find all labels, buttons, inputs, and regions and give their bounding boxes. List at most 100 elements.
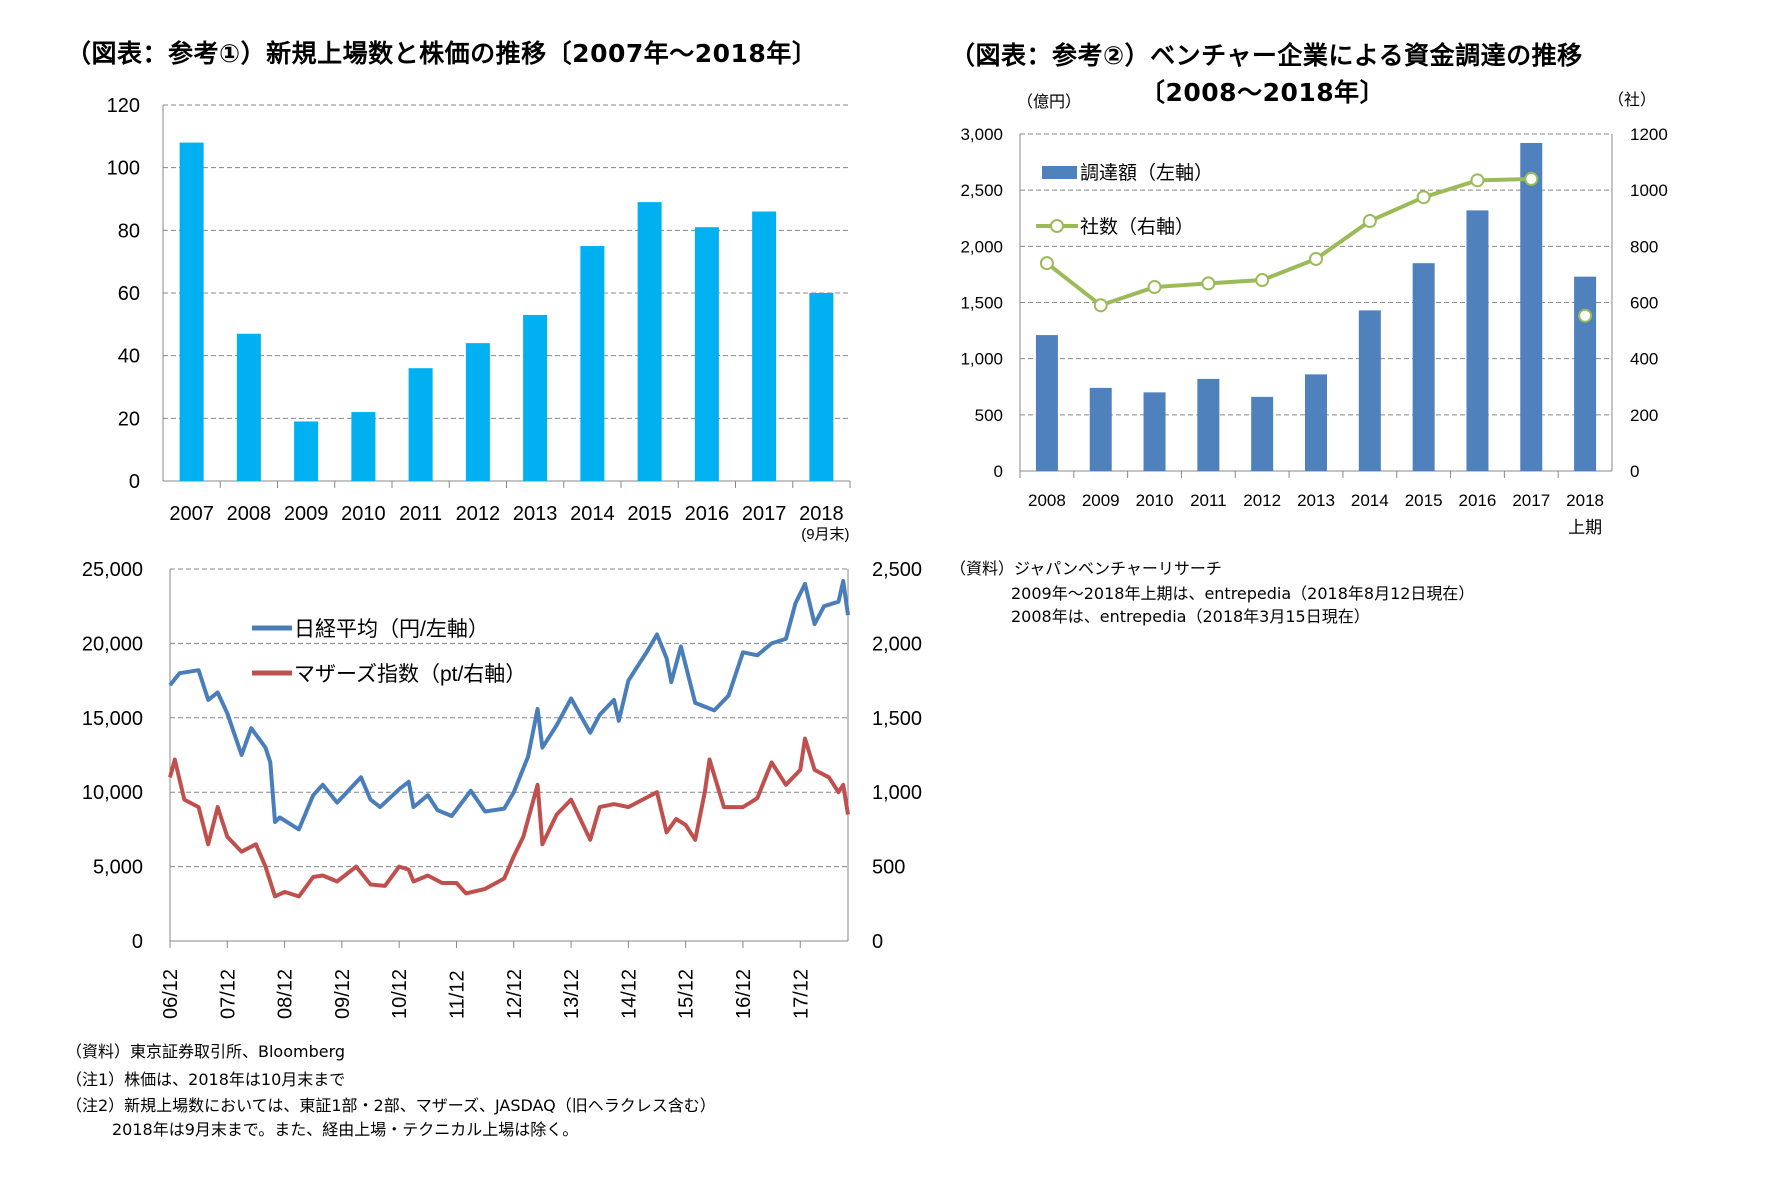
y-left-tick-label: 2,000 bbox=[960, 237, 1003, 256]
y-tick-label: 80 bbox=[118, 220, 140, 242]
bar-2009 bbox=[1089, 387, 1112, 471]
x-tick-label: 2009 bbox=[284, 503, 329, 525]
bar-2017 bbox=[752, 211, 777, 482]
x-tick-label: 2018 bbox=[799, 503, 844, 525]
right-note-1: 2009年～2018年上期は、entrepedia（2018年8月12日現在） bbox=[1011, 584, 1475, 603]
x-tick-label: 2018 bbox=[1566, 491, 1604, 510]
y-left-tick-label: 3,000 bbox=[960, 125, 1003, 144]
bar-2012 bbox=[465, 343, 490, 481]
left-note-2: （注2）新規上場数においては、東証1部・2部、マザーズ、JASDAQ（旧ヘラクレ… bbox=[66, 1096, 716, 1115]
point-companies-2009 bbox=[1093, 298, 1108, 313]
y-left-unit: （億円） bbox=[1017, 93, 1081, 111]
y-right-unit: （社） bbox=[1608, 91, 1656, 109]
y-tick-label: 60 bbox=[118, 283, 140, 305]
y-right-tick-label: 1,000 bbox=[872, 782, 922, 804]
bar-2016 bbox=[1466, 210, 1489, 472]
y-right-tick-label: 1,500 bbox=[872, 708, 922, 730]
y-tick-label: 40 bbox=[118, 346, 140, 368]
bar-2018 bbox=[1574, 276, 1597, 471]
point-companies-2008 bbox=[1039, 256, 1054, 271]
bar-2013 bbox=[523, 314, 548, 481]
x-tick-label: 11/12 bbox=[446, 970, 468, 1019]
right-panel-title-line1: （図表：参考②）ベンチャー企業による資金調達の推移 bbox=[950, 41, 1583, 70]
y-left-tick-label: 10,000 bbox=[82, 782, 143, 804]
y-tick-label: 20 bbox=[118, 408, 140, 430]
x-tick-label: 13/12 bbox=[561, 969, 583, 1019]
y-right-tick-label: 2,500 bbox=[872, 559, 922, 581]
x-tick-label: 2011 bbox=[399, 503, 442, 525]
bar-2008 bbox=[236, 333, 261, 481]
bar-2011 bbox=[1197, 378, 1220, 471]
bar-2012 bbox=[1251, 396, 1274, 471]
bar-2013 bbox=[1305, 374, 1327, 471]
y-right-tick-label: 1200 bbox=[1630, 125, 1668, 144]
x-tick-label: 2009 bbox=[1082, 491, 1120, 510]
series-line-1 bbox=[168, 736, 850, 899]
y-right-tick-label: 800 bbox=[1630, 237, 1658, 256]
x-tick-label: 07/12 bbox=[217, 969, 239, 1019]
x-tick-label: 17/12 bbox=[790, 969, 812, 1019]
legend-swatch-funding bbox=[1042, 166, 1077, 179]
x-tick-label: 10/12 bbox=[389, 969, 411, 1019]
bar-2010 bbox=[1143, 392, 1166, 471]
right-panel-title-line2: 〔2008～2018年〕 bbox=[1140, 78, 1386, 107]
right-note-source: （資料）ジャパンベンチャーリサーチ bbox=[950, 559, 1222, 578]
legend-label-0: 日経平均（円/左軸） bbox=[294, 618, 489, 641]
y-right-tick-label: 1000 bbox=[1630, 181, 1668, 200]
x-tick-label: 06/12 bbox=[160, 969, 182, 1019]
point-companies-2011 bbox=[1201, 276, 1216, 291]
left-note-source: （資料）東京証券取引所、Bloomberg bbox=[66, 1042, 346, 1061]
x-tick-label: 2016 bbox=[685, 503, 730, 525]
bar-2016 bbox=[694, 227, 719, 481]
bar-2014 bbox=[1358, 310, 1381, 471]
y-left-tick-label: 1,000 bbox=[960, 350, 1003, 369]
x-tick-sublabel: (9月末) bbox=[801, 526, 849, 543]
x-tick-label: 2013 bbox=[1297, 491, 1335, 510]
y-right-tick-label: 600 bbox=[1630, 294, 1658, 313]
x-tick-label: 2010 bbox=[341, 503, 386, 525]
x-tick-label: 09/12 bbox=[332, 969, 354, 1019]
y-tick-label: 120 bbox=[107, 95, 140, 117]
legend-label-1: マザーズ指数（pt/右軸） bbox=[294, 663, 526, 686]
x-tick-label: 2008 bbox=[1028, 491, 1066, 510]
bar-2017 bbox=[1520, 142, 1543, 471]
x-tick-sublabel: 上期 bbox=[1568, 518, 1602, 537]
y-right-tick-label: 0 bbox=[1630, 462, 1639, 481]
bar-2011 bbox=[408, 368, 433, 481]
left-note-2-cont: 2018年は9月末まで。また、経由上場・テクニカル上場は除く。 bbox=[112, 1120, 579, 1139]
y-right-tick-label: 400 bbox=[1630, 350, 1658, 369]
bar-2010 bbox=[351, 412, 376, 481]
point-companies-2012 bbox=[1255, 273, 1270, 288]
bar-2007 bbox=[179, 142, 204, 481]
x-tick-label: 2017 bbox=[1512, 491, 1550, 510]
point-companies-2015 bbox=[1416, 190, 1431, 205]
y-left-tick-label: 20,000 bbox=[82, 633, 143, 655]
point-companies-2018 bbox=[1578, 308, 1593, 323]
y-left-tick-label: 5,000 bbox=[93, 857, 143, 879]
legend-label-companies: 社数（右軸） bbox=[1080, 216, 1194, 238]
y-left-tick-label: 500 bbox=[975, 406, 1003, 425]
x-tick-label: 14/12 bbox=[618, 969, 640, 1019]
x-tick-label: 2017 bbox=[742, 503, 787, 525]
bar-2008 bbox=[1035, 335, 1058, 471]
y-left-tick-label: 1,500 bbox=[960, 294, 1003, 313]
left-note-1: （注1）株価は、2018年は10月末まで bbox=[66, 1070, 346, 1089]
point-companies-2017 bbox=[1524, 171, 1539, 186]
legend-marker-companies bbox=[1050, 219, 1064, 233]
legend-label-funding: 調達額（左軸） bbox=[1080, 162, 1213, 184]
x-tick-label: 2015 bbox=[1405, 491, 1443, 510]
x-tick-label: 2013 bbox=[513, 503, 558, 525]
point-companies-2014 bbox=[1362, 214, 1377, 229]
y-tick-label: 0 bbox=[129, 471, 140, 493]
y-left-tick-label: 25,000 bbox=[82, 559, 143, 581]
x-tick-label: 2007 bbox=[169, 503, 214, 525]
y-right-tick-label: 2,000 bbox=[872, 633, 922, 655]
y-right-tick-label: 200 bbox=[1630, 406, 1658, 425]
x-tick-label: 2014 bbox=[1351, 491, 1389, 510]
x-tick-label: 08/12 bbox=[275, 969, 297, 1019]
point-companies-2016 bbox=[1470, 173, 1485, 188]
x-tick-label: 2008 bbox=[227, 503, 272, 525]
x-tick-label: 2016 bbox=[1459, 491, 1497, 510]
x-tick-label: 2015 bbox=[627, 503, 672, 525]
